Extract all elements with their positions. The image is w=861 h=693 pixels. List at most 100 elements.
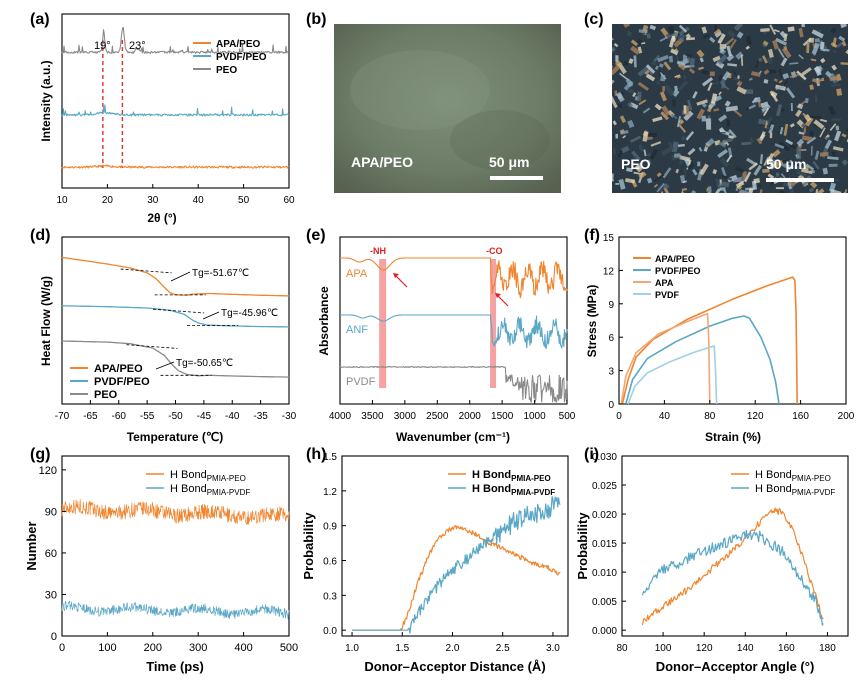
texture-fleck: [692, 91, 698, 99]
series-line-pmia-pvdf: [641, 529, 824, 626]
texture-fleck: [748, 104, 757, 110]
texture-fleck: [702, 33, 710, 39]
texture-fleck: [626, 30, 633, 37]
texture-fleck: [612, 179, 614, 183]
texture-fleck: [785, 139, 794, 146]
texture-fleck: [712, 187, 722, 193]
x-tick-label: -70: [55, 411, 70, 422]
texture-fleck: [633, 55, 637, 68]
texture-fleck: [698, 147, 703, 152]
texture-fleck: [780, 57, 788, 67]
tg-label-pvdf-peo: Tg=-45.96℃: [221, 308, 278, 319]
texture-fleck: [683, 156, 690, 167]
texture-fleck: [722, 71, 731, 81]
texture-fleck: [782, 72, 790, 80]
texture-fleck: [769, 69, 777, 74]
texture-fleck: [832, 37, 837, 47]
y-tick-label: 0.005: [592, 597, 617, 608]
texture-fleck: [667, 141, 675, 151]
x-tick-label: -65: [83, 411, 98, 422]
texture-fleck: [789, 123, 795, 128]
x-tick-label: -45: [197, 411, 212, 422]
series-line-apa: [620, 312, 711, 405]
panel-g: (g) 0 100 200 300 400 500 0 30 60 90 120 H BondPMI…: [24, 446, 298, 674]
texture-fleck: [675, 34, 687, 39]
texture-fleck: [667, 25, 675, 35]
texture-fleck: [720, 166, 727, 177]
panel-f: (f) 0 40 80 120 160 200 0 3 6 9 12 15 APA/PEO PVDF/…: [584, 227, 855, 444]
arrow-head-nh: [393, 273, 399, 278]
texture-fleck: [736, 31, 744, 39]
tangent-line: [126, 344, 178, 349]
texture-fleck: [670, 113, 678, 120]
texture-fleck: [652, 116, 663, 123]
texture-fleck: [613, 147, 616, 155]
texture-fleck: [815, 188, 819, 193]
legend-entry: APA/PEO: [216, 39, 260, 50]
y-axis-label-i: Probability: [575, 512, 590, 580]
texture-fleck: [622, 135, 627, 139]
scalebar-c: [766, 178, 834, 182]
texture-fleck: [769, 132, 773, 139]
texture-fleck: [806, 42, 810, 54]
texture-fleck: [649, 24, 657, 31]
texture-fleck: [719, 81, 730, 91]
texture-fleck: [734, 166, 745, 173]
texture-fleck: [677, 143, 685, 148]
texture-fleck: [745, 35, 752, 45]
texture-fleck: [696, 49, 705, 58]
texture-fleck: [620, 145, 630, 154]
y-tick-label: 0.025: [592, 481, 617, 492]
texture-fleck: [763, 79, 769, 84]
texture-fleck: [845, 49, 848, 55]
texture-fleck: [753, 164, 762, 176]
series-line-pvdf-peo: [62, 305, 289, 328]
texture-fleck: [627, 101, 633, 108]
texture-fleck: [779, 30, 787, 39]
legend-entry: H BondPMIA-PVDF: [170, 483, 250, 497]
y-tick-label: 0.3: [323, 591, 337, 602]
x-axis-label-g: Time (ps): [146, 659, 204, 674]
y-tick-label: 3: [608, 367, 614, 378]
texture-fleck: [713, 108, 720, 112]
texture-fleck: [789, 73, 800, 79]
texture-fleck: [674, 48, 679, 53]
legend-entry: H BondPMIA-PEO: [755, 469, 831, 483]
texture-fleck: [712, 82, 720, 85]
x-axis-label-h: Donor–Acceptor Distance (Å): [364, 659, 545, 674]
texture-fleck: [819, 118, 828, 123]
texture-fleck: [723, 37, 735, 47]
x-tick-label: 180: [819, 643, 836, 654]
texture-fleck: [656, 80, 661, 85]
texture-fleck: [796, 169, 808, 178]
texture-fleck: [805, 163, 815, 171]
texture-fleck: [721, 49, 727, 55]
series-line-anf: [340, 314, 568, 350]
band-nh: [379, 259, 387, 388]
texture-fleck: [686, 37, 695, 41]
plot-frame-a: [61, 13, 290, 189]
texture-fleck: [645, 73, 656, 82]
panel-b-micrograph: (b) APA/PEO 50 μm: [306, 11, 561, 193]
texture-fleck: [820, 48, 830, 52]
texture-fleck: [809, 181, 818, 189]
texture-fleck: [676, 60, 686, 67]
texture-fleck: [811, 170, 815, 174]
scalebar-label-b: 50 μm: [489, 154, 529, 170]
texture-fleck: [769, 24, 777, 35]
series-line-pmia-peo: [641, 507, 824, 626]
tangent-line: [120, 268, 172, 274]
texture-fleck: [627, 119, 635, 129]
tg-label-apa-peo: Tg=-51.67℃: [192, 268, 249, 279]
texture-fleck: [763, 69, 770, 75]
x-tick-label: 2000: [459, 411, 482, 422]
texture-fleck: [648, 132, 658, 138]
texture-fleck: [729, 39, 737, 50]
series-line-pvdf-peo: [61, 104, 290, 117]
texture-fleck: [783, 123, 789, 136]
texture-fleck: [661, 145, 674, 157]
texture-fleck: [620, 130, 629, 135]
texture-fleck: [748, 77, 753, 81]
texture-fleck: [654, 65, 659, 70]
texture-fleck: [650, 141, 662, 147]
